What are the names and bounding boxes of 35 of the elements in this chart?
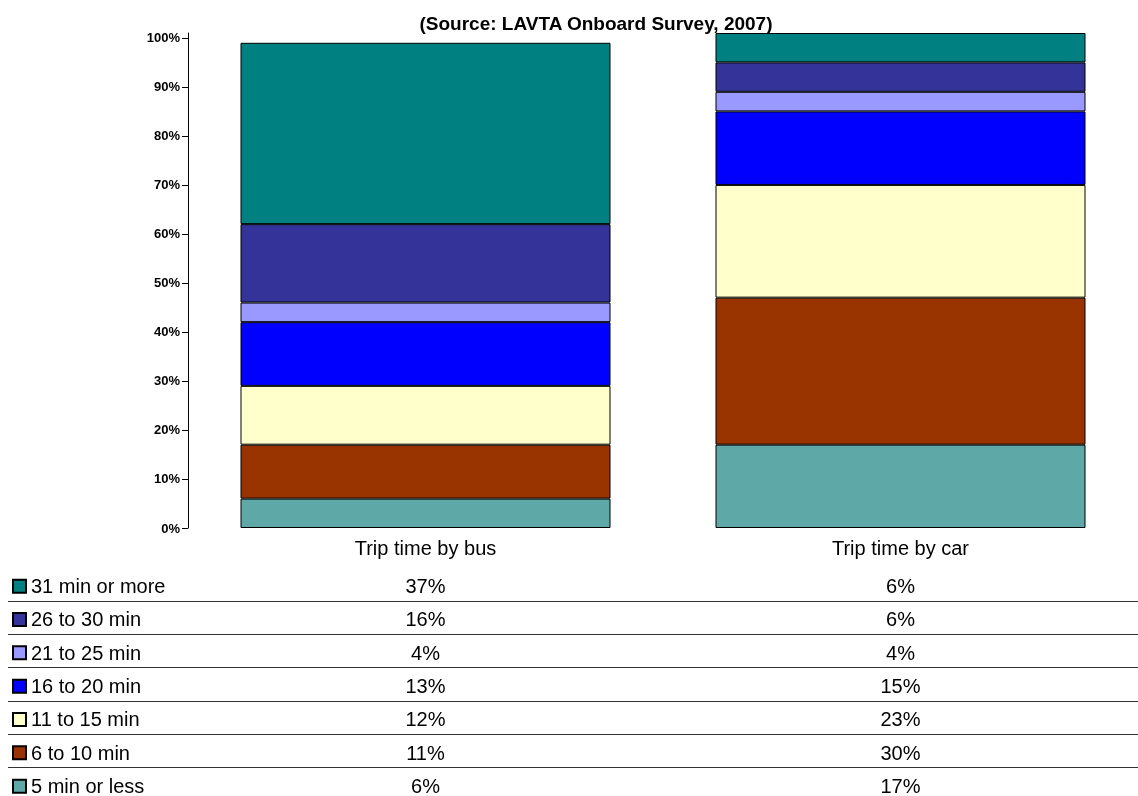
data-label: 17% <box>880 775 921 796</box>
legend-label: 11 to 15 min <box>31 708 140 731</box>
data-label: 23% <box>880 708 921 731</box>
chart-title: (Source: LAVTA Onboard Survey, 2007) <box>419 13 773 34</box>
y-tick-label: 60% <box>153 226 181 242</box>
data-label: 11% <box>406 741 445 764</box>
legend-label: 5 min or less <box>31 775 145 796</box>
y-tick-label: 30% <box>153 373 181 389</box>
data-label: 15% <box>880 675 921 698</box>
y-tick-label: 10% <box>153 471 181 487</box>
y-tick-label: 100% <box>146 30 181 46</box>
data-label: 37% <box>405 575 446 598</box>
y-tick-label: 0% <box>161 520 181 536</box>
legend-label: 6 to 10 min <box>31 741 130 764</box>
data-label: 6% <box>886 575 916 598</box>
data-label: 30% <box>880 741 921 764</box>
y-tick-label: 70% <box>153 177 181 193</box>
data-label: 6% <box>886 608 916 631</box>
data-label: 16% <box>405 608 446 631</box>
x-tick-label: Trip time by car <box>831 537 970 559</box>
data-label: 6% <box>411 775 441 796</box>
data-label: 13% <box>405 675 446 698</box>
x-tick-label: Trip time by bus <box>354 537 497 559</box>
data-label: 4% <box>411 641 441 664</box>
data-label: 12% <box>405 708 446 731</box>
legend-label: 26 to 30 min <box>31 608 142 631</box>
y-tick-label: 20% <box>153 422 181 438</box>
y-tick-label: 50% <box>153 275 181 291</box>
y-tick-label: 40% <box>153 324 181 340</box>
y-tick-label: 90% <box>153 79 181 95</box>
legend-label: 21 to 25 min <box>31 641 142 664</box>
y-tick-label: 80% <box>153 128 181 144</box>
legend-label: 16 to 20 min <box>31 675 142 698</box>
data-label: 4% <box>886 641 916 664</box>
legend-label: 31 min or more <box>31 575 166 598</box>
